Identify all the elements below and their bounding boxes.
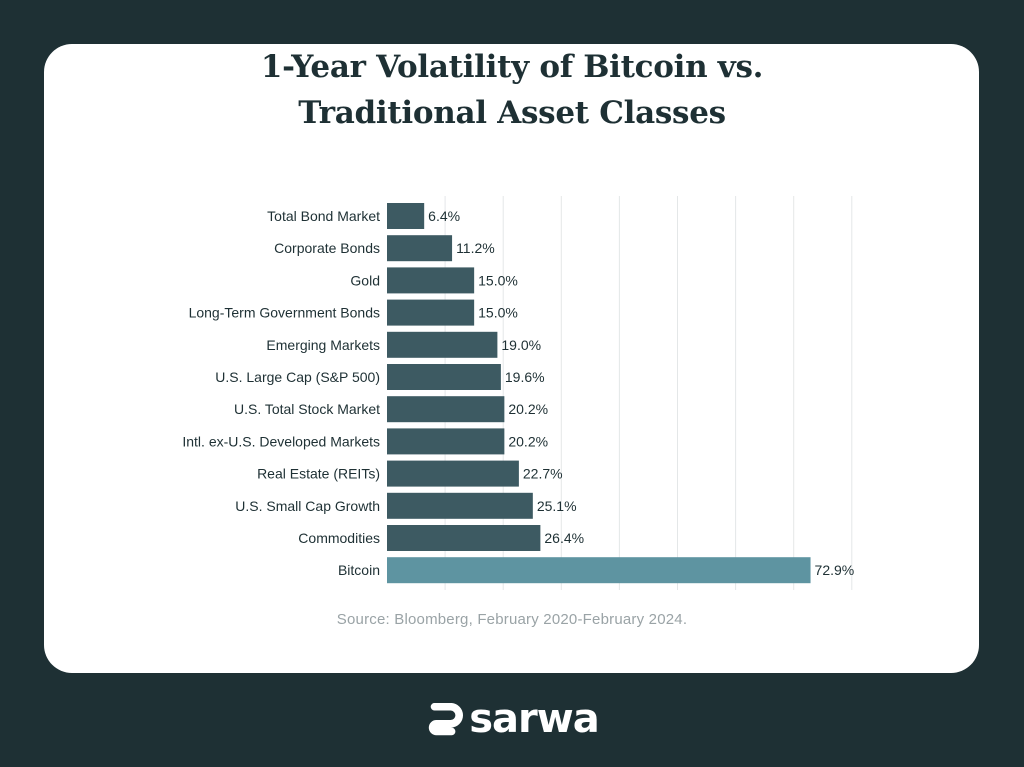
category-label: Gold [350, 272, 380, 288]
category-label: Bitcoin [338, 562, 380, 578]
bar [387, 396, 505, 423]
value-label: 19.6% [505, 369, 545, 385]
category-label: Total Bond Market [267, 208, 380, 224]
bar [387, 460, 519, 487]
bar [387, 267, 475, 294]
category-label: Commodities [298, 530, 380, 546]
value-label: 26.4% [544, 530, 584, 546]
value-label: 20.2% [508, 433, 548, 449]
value-label: 6.4% [428, 208, 460, 224]
category-label: Real Estate (REITs) [257, 466, 380, 482]
category-label: U.S. Large Cap (S&P 500) [215, 369, 380, 385]
value-label: 15.0% [478, 272, 518, 288]
bar [387, 203, 425, 229]
category-label: Emerging Markets [266, 337, 380, 353]
value-label: 15.0% [478, 305, 518, 321]
bar [387, 299, 475, 326]
value-label: 72.9% [815, 562, 855, 578]
value-label: 19.0% [501, 337, 541, 353]
value-label: 22.7% [523, 466, 563, 482]
bar [387, 428, 505, 455]
bar [387, 557, 811, 584]
brand-logo: sarwa [0, 692, 1024, 752]
bar [387, 235, 453, 262]
bar [387, 525, 541, 551]
category-label: U.S. Small Cap Growth [235, 498, 380, 514]
value-label: 25.1% [537, 498, 577, 514]
category-label: U.S. Total Stock Market [234, 401, 380, 417]
chart-title-line-1: 1-Year Volatility of Bitcoin vs. [260, 49, 764, 85]
value-label: 11.2% [456, 240, 495, 256]
sarwa-logo-icon [429, 703, 464, 736]
bar [387, 492, 533, 519]
bar [387, 331, 498, 358]
chart-title: 1-Year Volatility of Bitcoin vs. Traditi… [0, 44, 1024, 136]
category-label: Long-Term Government Bonds [189, 305, 380, 321]
brand-name: sarwa [469, 696, 599, 742]
value-label: 20.2% [508, 401, 548, 417]
bar [387, 364, 501, 390]
category-label: Corporate Bonds [274, 240, 380, 256]
chart-title-line-2: Traditional Asset Classes [298, 95, 726, 131]
source-note: Source: Bloomberg, February 2020-Februar… [336, 611, 688, 628]
category-label: Intl. ex-U.S. Developed Markets [182, 433, 380, 449]
